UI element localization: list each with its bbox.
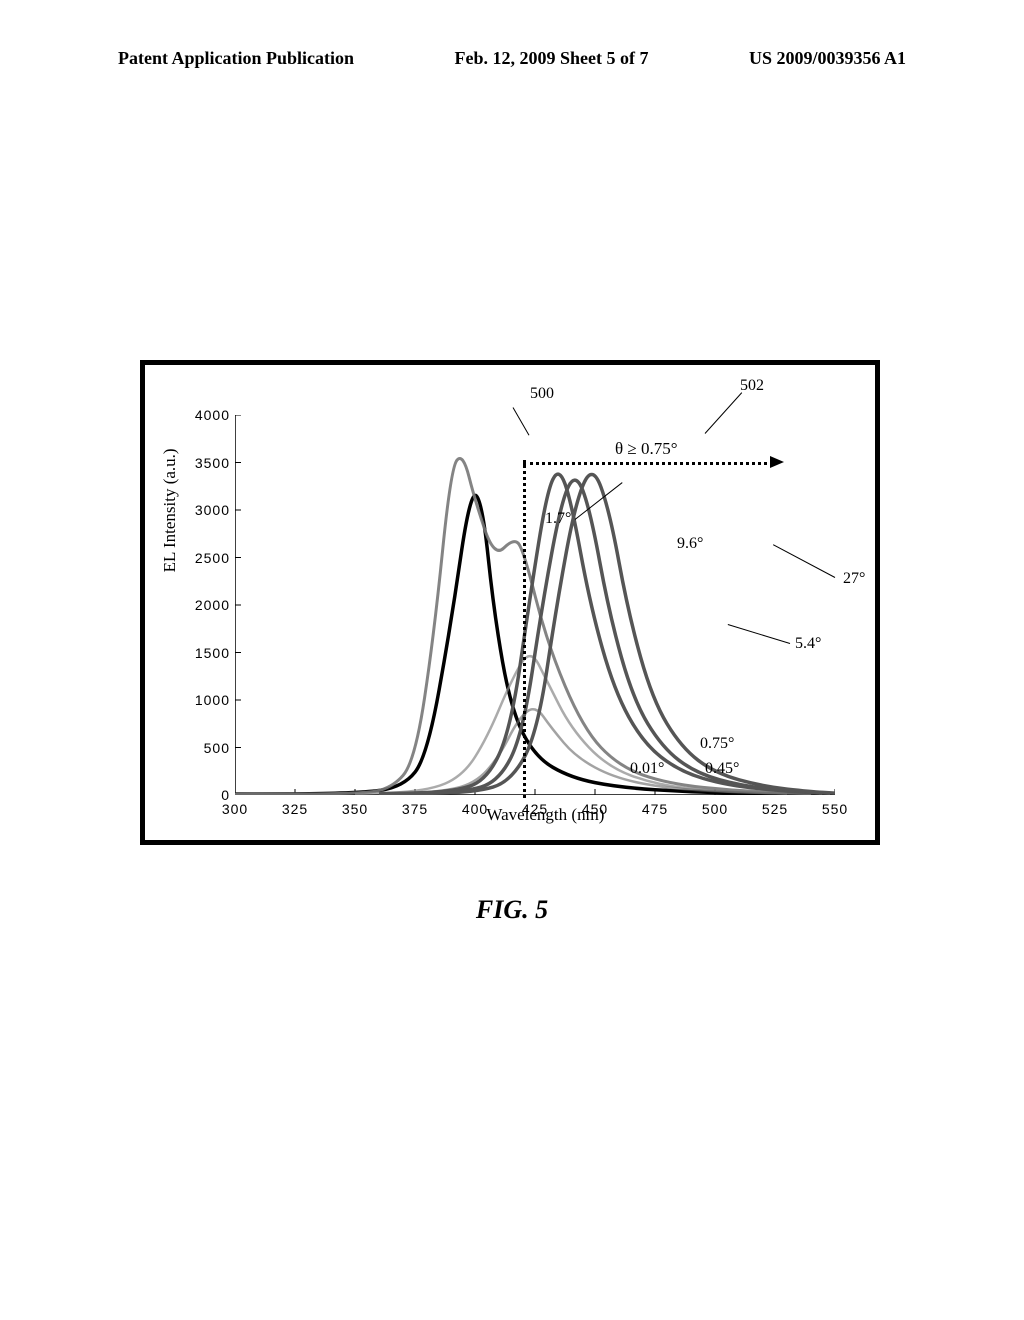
- x-axis-label: Wavelength (nm): [486, 805, 604, 825]
- header-center: Feb. 12, 2009 Sheet 5 of 7: [455, 48, 649, 69]
- arrow-icon: [770, 456, 784, 468]
- threshold-hline: [523, 462, 773, 465]
- x-tick-label: 325: [282, 801, 308, 817]
- threshold-vline: [523, 460, 526, 798]
- y-tick-label: 1000: [175, 692, 230, 708]
- x-tick-label: 375: [402, 801, 428, 817]
- curve-label: 5.4°: [795, 635, 821, 653]
- header-left: Patent Application Publication: [118, 48, 354, 69]
- x-tick-label: 550: [822, 801, 848, 817]
- figure-caption: FIG. 5: [476, 895, 548, 925]
- y-tick-label: 3500: [175, 455, 230, 471]
- y-tick-label: 3000: [175, 502, 230, 518]
- curve-label: 9.6°: [677, 535, 703, 553]
- page-header: Patent Application Publication Feb. 12, …: [0, 48, 1024, 69]
- header-right: US 2009/0039356 A1: [749, 48, 906, 69]
- curve-label: 0.75°: [700, 735, 734, 753]
- curve-label: 0.45°: [705, 760, 739, 778]
- y-axis-label: EL Intensity (a.u.): [160, 448, 180, 572]
- curve-label: 1.7°: [545, 510, 571, 528]
- y-tick-label: 2500: [175, 550, 230, 566]
- x-tick-label: 400: [462, 801, 488, 817]
- curve-label: 0.01°: [630, 760, 664, 778]
- y-tick-label: 500: [175, 740, 230, 756]
- x-tick-label: 300: [222, 801, 248, 817]
- x-tick-label: 350: [342, 801, 368, 817]
- x-tick-label: 475: [642, 801, 668, 817]
- ref-label-502: 502: [740, 377, 764, 395]
- y-tick-label: 1500: [175, 645, 230, 661]
- chart-svg: [235, 415, 835, 795]
- y-tick-label: 4000: [175, 407, 230, 423]
- curve-label: 27°: [843, 570, 865, 588]
- y-tick-label: 2000: [175, 597, 230, 613]
- plot-area: 05001000150020002500300035004000 3003253…: [235, 415, 835, 795]
- x-tick-label: 500: [702, 801, 728, 817]
- threshold-label: θ ≥ 0.75°: [615, 439, 678, 459]
- figure-frame: 500 502 05001000150020002500300035004000…: [140, 360, 880, 845]
- ref-label-500: 500: [530, 385, 554, 403]
- x-tick-label: 525: [762, 801, 788, 817]
